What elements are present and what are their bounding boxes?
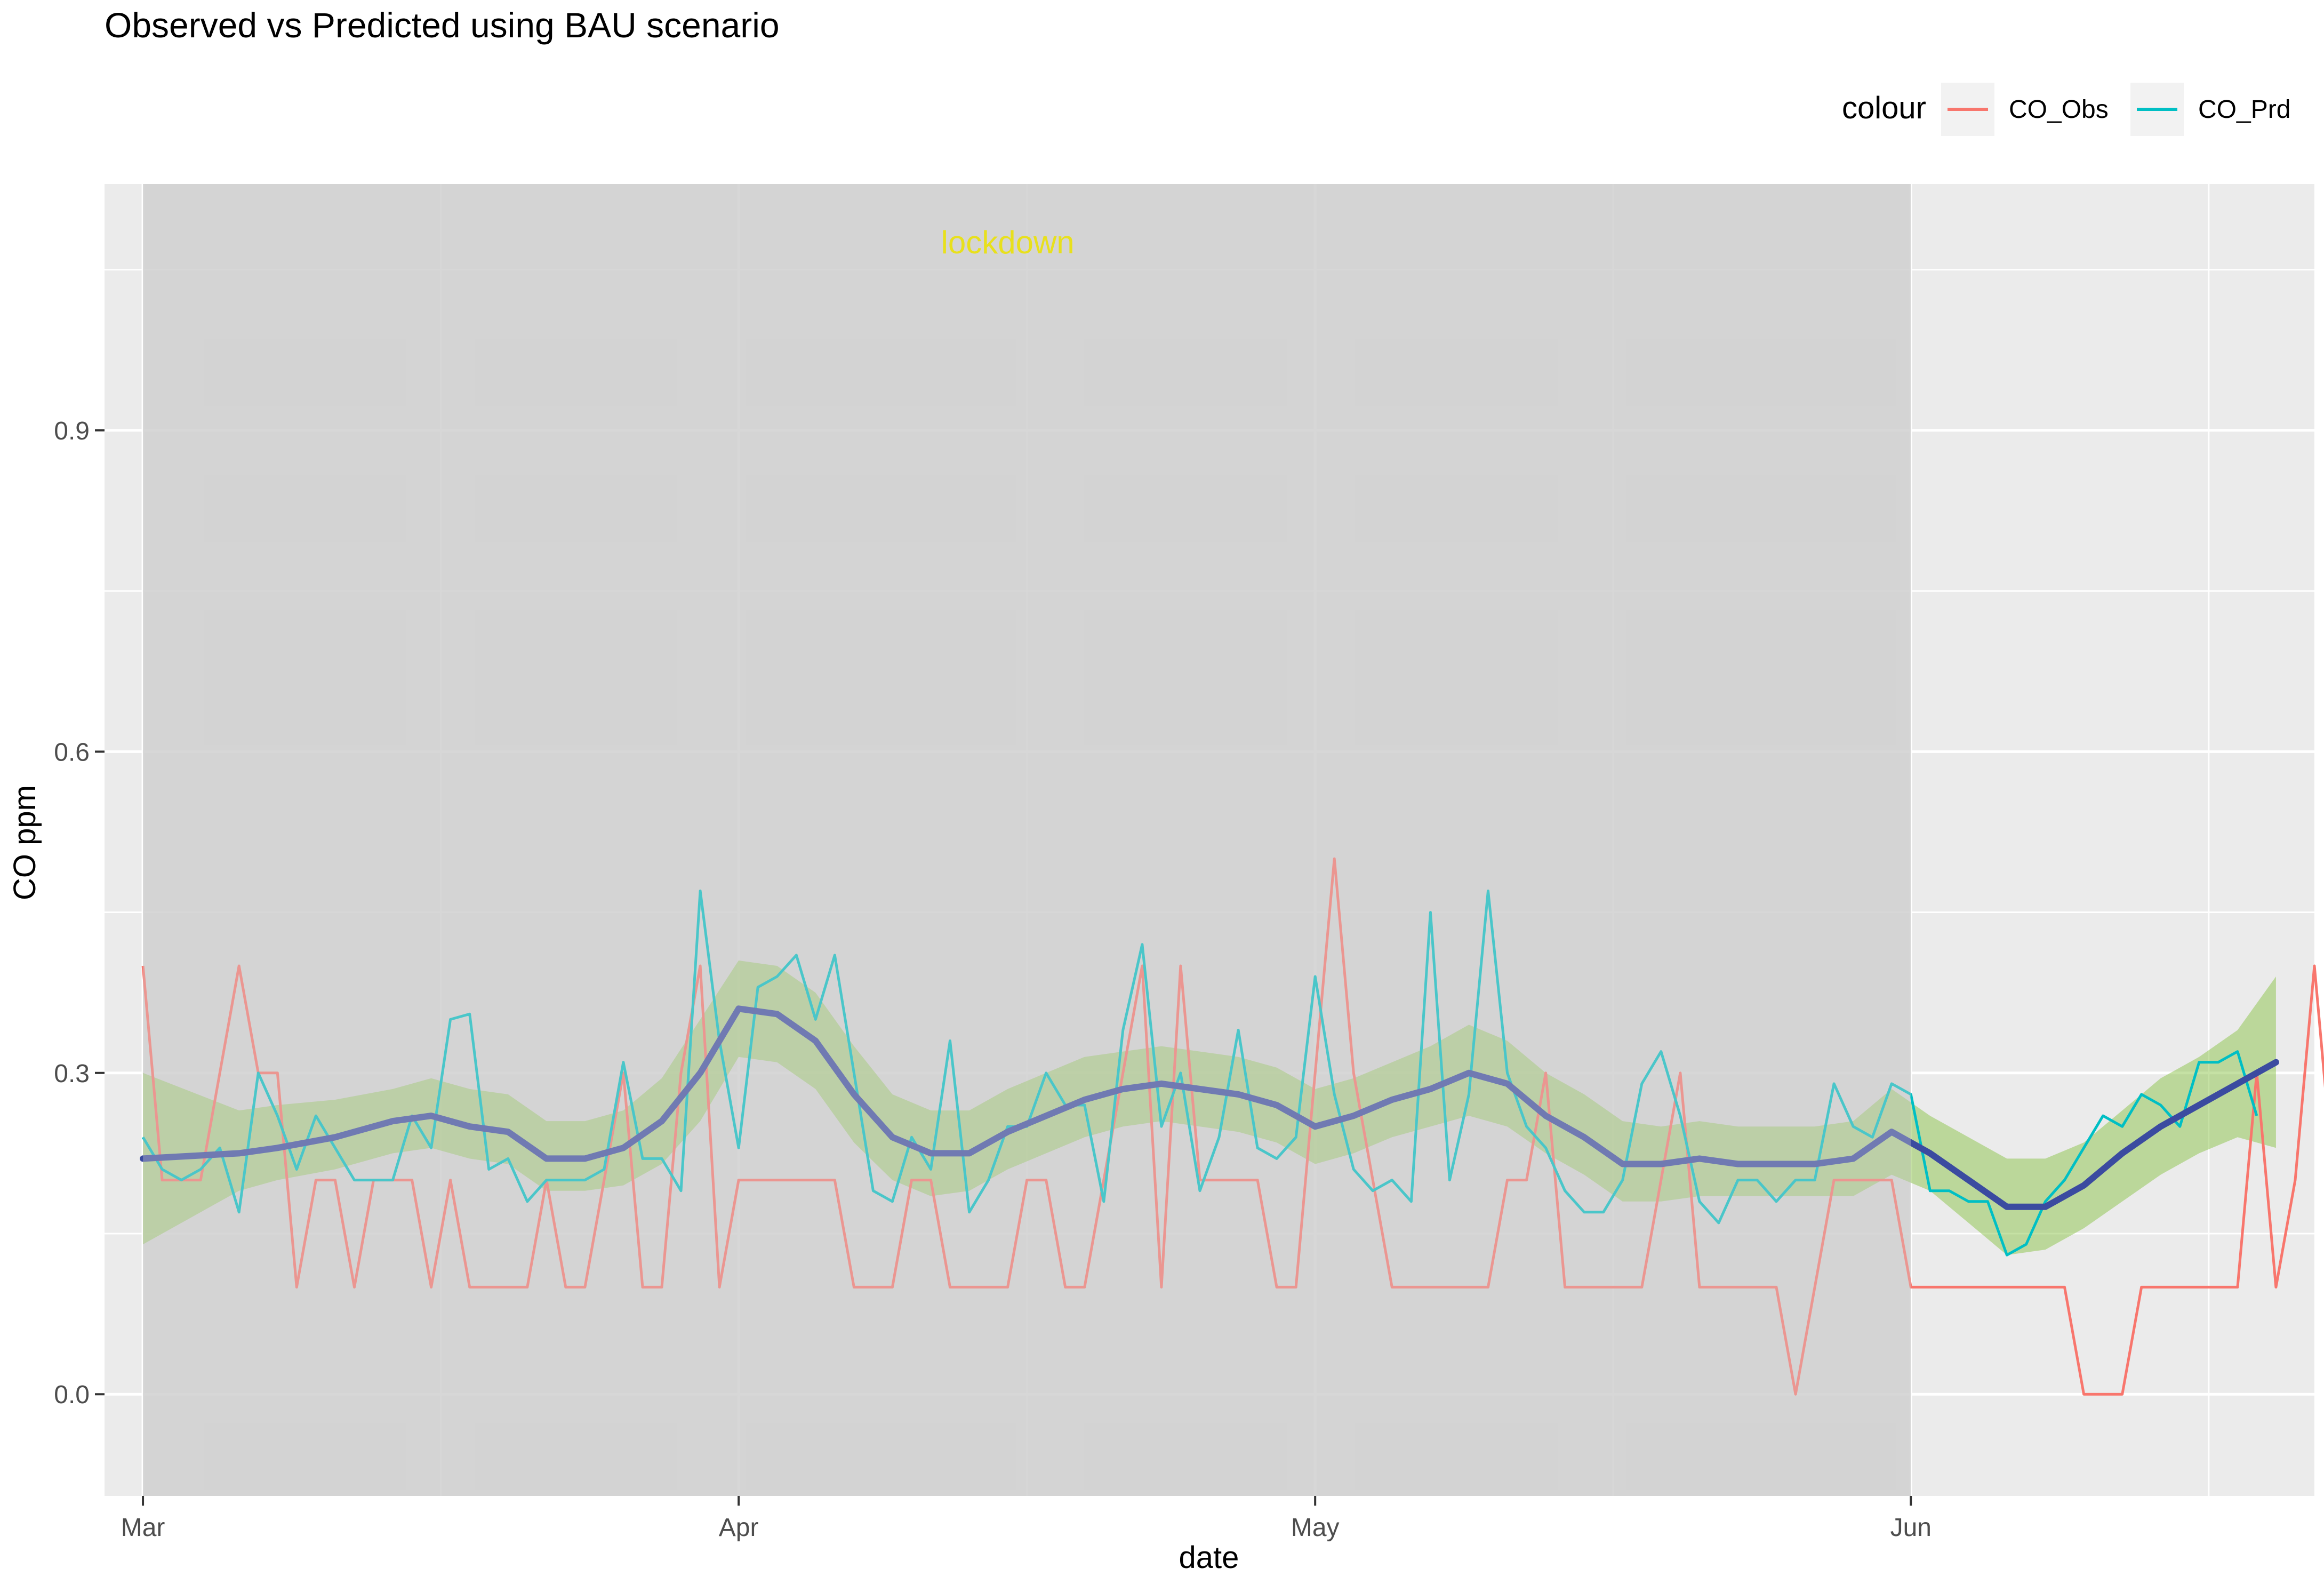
axes: 0.0 0.3 0.6 0.9 Mar Apr May Jun [54, 417, 1932, 1542]
lockdown-rect [143, 184, 1911, 1496]
series-line-co-prd [141, 889, 2258, 1257]
lockdown-overlay [143, 184, 1911, 1496]
x-tick-label: Mar [121, 1514, 165, 1542]
lockdown-label: lockdown [941, 225, 1075, 260]
y-tick-label: 0.3 [54, 1060, 90, 1088]
x-axis-label: date [1179, 1540, 1239, 1575]
legend-title: colour [1842, 91, 1926, 125]
annotation-layer: lockdown [941, 225, 1075, 260]
x-tick-label: May [1291, 1514, 1340, 1542]
y-axis-label: CO ppm [7, 785, 42, 900]
series-lines [141, 857, 2324, 1396]
legend-entry-label: CO_Obs [2009, 95, 2109, 124]
lockdown-shaded-region [143, 184, 1911, 1496]
confidence-band-area [143, 960, 2276, 1255]
y-tick-label: 0.0 [54, 1381, 90, 1409]
series-line-co-obs [141, 857, 2324, 1396]
chart-title: Observed vs Predicted using BAU scenario [105, 5, 780, 45]
x-tick-label: Jun [1890, 1514, 1932, 1542]
legend: colour CO_Obs CO_Prd [1842, 83, 2290, 136]
smooth-line [140, 184, 2279, 1496]
legend-entry-label: CO_Prd [2198, 95, 2290, 124]
y-tick-label: 0.9 [54, 417, 90, 445]
confidence-band [143, 960, 2276, 1255]
x-tick-label: Apr [719, 1514, 759, 1542]
smooth-fit-line [140, 1005, 2279, 1210]
y-tick-label: 0.6 [54, 738, 90, 766]
legend-entries: CO_Obs CO_Prd [1941, 83, 2290, 136]
